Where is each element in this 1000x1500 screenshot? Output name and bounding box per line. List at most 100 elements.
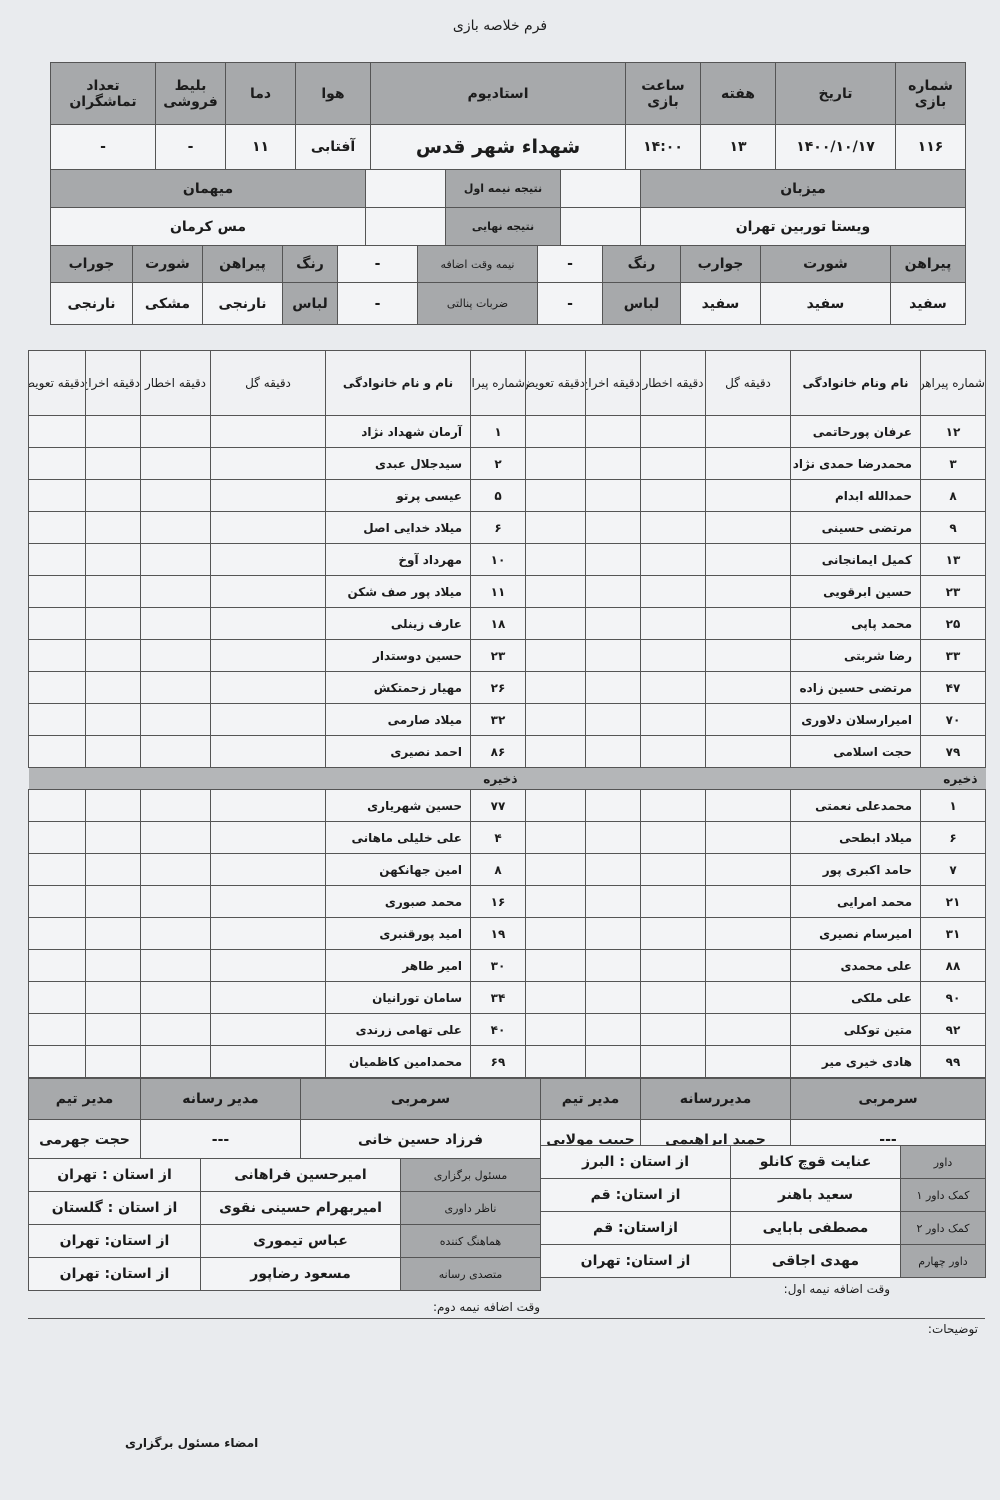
match-week: ۱۳ <box>700 124 776 170</box>
official-role: کمک داور ۲ <box>900 1211 986 1245</box>
guest-event-cell <box>140 981 211 1014</box>
guest-event-cell <box>28 479 86 512</box>
match-info-table: شماره بازی تاریخ هفته ساعت بازی استادیوم… <box>50 62 966 170</box>
guest-player-name: مهیار زحمتکش <box>325 671 471 704</box>
host-event-cell <box>640 981 706 1014</box>
host-event-cell <box>525 949 586 982</box>
guest-player-number: ۲۳ <box>470 639 526 672</box>
host-player-name: حجت اسلامی <box>790 735 921 768</box>
player-row: ۹۹ هادی خیری میر ۶۹ محمدامین کاظمیان <box>28 1045 986 1078</box>
host-event-cell <box>525 1013 586 1046</box>
guest-player-number: ۳۲ <box>470 703 526 736</box>
host-event-cell <box>640 917 706 950</box>
player-row: ۸ حمدالله ابدام ۵ عیسی پرتو <box>28 479 986 512</box>
host-event-cell <box>640 671 706 704</box>
guest-player-number: ۶ <box>470 511 526 544</box>
host-player-number: ۷۰ <box>920 703 986 736</box>
host-header-0: شماره پیراهن <box>920 350 986 416</box>
host-event-cell <box>585 511 641 544</box>
host-event-cell <box>705 1013 791 1046</box>
host-kit-label: لباس <box>602 282 681 325</box>
host-player-number: ۸ <box>920 479 986 512</box>
host-player-number: ۹۰ <box>920 981 986 1014</box>
guest-player-name: محمدامین کاظمیان <box>325 1045 471 1078</box>
host-player-number: ۱ <box>920 789 986 822</box>
official-role: مسئول برگزاری <box>400 1158 541 1192</box>
host-header-5: دقیقه تعویض <box>525 350 586 416</box>
host-player-name: متین توکلی <box>790 1013 921 1046</box>
players-table: شماره پیراهن نام ونام خانوادگی دقیقه گل دقی… <box>28 350 986 1078</box>
guest-event-cell <box>28 703 86 736</box>
guest-player-number: ۲۶ <box>470 671 526 704</box>
host-event-cell <box>585 1013 641 1046</box>
official-province: از استان: تهران <box>540 1244 731 1278</box>
guest-player-name: حسین شهریاری <box>325 789 471 822</box>
guest-event-cell <box>140 415 211 448</box>
guest-manager-label: مدیر تیم <box>28 1078 141 1120</box>
guest-player-number: ۲ <box>470 447 526 480</box>
guest-player-number: ۵ <box>470 479 526 512</box>
host-event-cell <box>525 885 586 918</box>
guest-event-cell <box>28 607 86 640</box>
host-event-cell <box>640 1045 706 1078</box>
label-week: هفته <box>700 62 776 125</box>
label-time: ساعت بازی <box>625 62 701 125</box>
guest-event-cell <box>140 917 211 950</box>
player-row: ۱۲ عرفان پورحاتمی ۱ آرمان شهداد نژاد <box>28 415 986 448</box>
guest-event-cell <box>210 575 326 608</box>
guest-player-number: ۱۰ <box>470 543 526 576</box>
guest-event-cell <box>140 821 211 854</box>
official-role: داور <box>900 1145 986 1179</box>
guest-player-name: میلاد صارمی <box>325 703 471 736</box>
guest-event-cell <box>28 447 86 480</box>
guest-player-number: ۸۶ <box>470 735 526 768</box>
guest-event-cell <box>28 639 86 672</box>
host-event-cell <box>705 447 791 480</box>
guest-player-name: آرمان شهداد نژاد <box>325 415 471 448</box>
guest-event-cell <box>85 639 141 672</box>
final-label: نتیجه نهایی <box>445 207 561 246</box>
host-event-cell <box>585 703 641 736</box>
guest-player-name: عیسی پرتو <box>325 479 471 512</box>
label-weather: هوا <box>295 62 371 125</box>
official-province: از استان: تهران <box>28 1257 201 1291</box>
guest-event-cell <box>85 415 141 448</box>
host-event-cell <box>640 639 706 672</box>
guest-player-name: امیر طاهر <box>325 949 471 982</box>
official-row: کمک داور ۱ سعید باهنر از استان: قم <box>540 1178 986 1212</box>
player-row: ۹۲ متین توکلی ۴۰ علی تهامی زرندی <box>28 1013 986 1046</box>
host-player-name: محمد پاپی <box>790 607 921 640</box>
guest-header-0: شماره پیراهن <box>470 350 526 416</box>
guest-media-label: مدیر رسانه <box>140 1078 301 1120</box>
guest-event-cell <box>140 703 211 736</box>
host-header-1: نام ونام خانوادگی <box>790 350 921 416</box>
host-team: ویستا توربین تهران <box>640 207 966 246</box>
weather: آفتابی <box>295 124 371 170</box>
label-temp: دما <box>225 62 296 125</box>
official-name: سعید باهنر <box>730 1178 901 1212</box>
host-event-cell <box>640 511 706 544</box>
host-event-cell <box>525 543 586 576</box>
host-player-number: ۹۹ <box>920 1045 986 1078</box>
official-province: ازاستان: قم <box>540 1211 731 1245</box>
match-date: ۱۴۰۰/۱۰/۱۷ <box>775 124 896 170</box>
guest-player-number: ۱۱ <box>470 575 526 608</box>
label-stadium: استادیوم <box>370 62 626 125</box>
host-event-cell <box>525 415 586 448</box>
guest-player-name: مهرداد آوخ <box>325 543 471 576</box>
official-name: امیرحسین فراهانی <box>200 1158 401 1192</box>
host-player-name: علی ملکی <box>790 981 921 1014</box>
guest-player-name: عارف زینلی <box>325 607 471 640</box>
guest-event-cell <box>210 1013 326 1046</box>
guest-event-cell <box>28 789 86 822</box>
guest-event-cell <box>210 671 326 704</box>
guest-event-cell <box>210 917 326 950</box>
host-event-cell <box>705 479 791 512</box>
guest-event-cell <box>210 607 326 640</box>
penalties-label: ضربات پنالتی <box>417 282 538 325</box>
guest-event-cell <box>210 479 326 512</box>
host-player-name: میلاد ابطحی <box>790 821 921 854</box>
player-row: ۹ مرتضی حسینی ۶ میلاد خدایی اصل <box>28 511 986 544</box>
official-role: ناظر داوری <box>400 1191 541 1225</box>
guest-event-cell <box>28 511 86 544</box>
